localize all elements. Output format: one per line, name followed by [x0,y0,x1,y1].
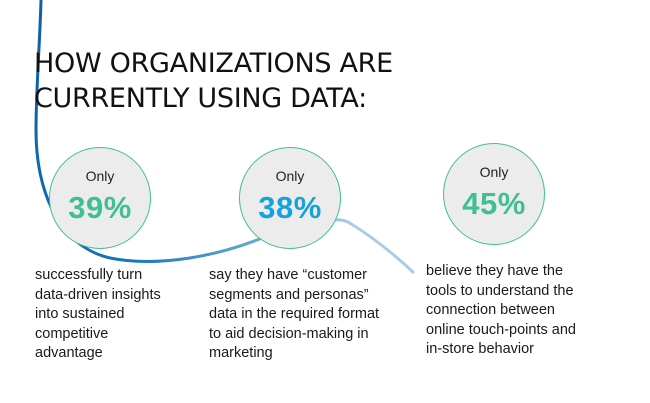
stat-value: 45% [462,186,526,221]
stat-description-3: believe they have the tools to understan… [426,263,576,357]
stat-prefix: Only [275,168,305,184]
stat-circle-2: Only 38% [239,147,341,249]
stat-circle-3: Only 45% [443,143,545,245]
title-line-2: CURRENTLY USING DATA: [34,83,367,114]
stat-value: 39% [68,190,132,225]
title-line-1: HOW ORGANIZATIONS ARE [34,48,393,79]
stat-value: 38% [258,190,322,225]
stat-prefix: Only [85,168,115,184]
page-title: HOW ORGANIZATIONS ARE CURRENTLY USING DA… [34,46,594,116]
stat-description-1: successfully turn data-driven insights i… [35,267,161,361]
stat-circle-1: Only 39% [49,147,151,249]
stat-prefix: Only [479,164,509,180]
stat-description-2: say they have “customer segments and per… [209,267,380,361]
